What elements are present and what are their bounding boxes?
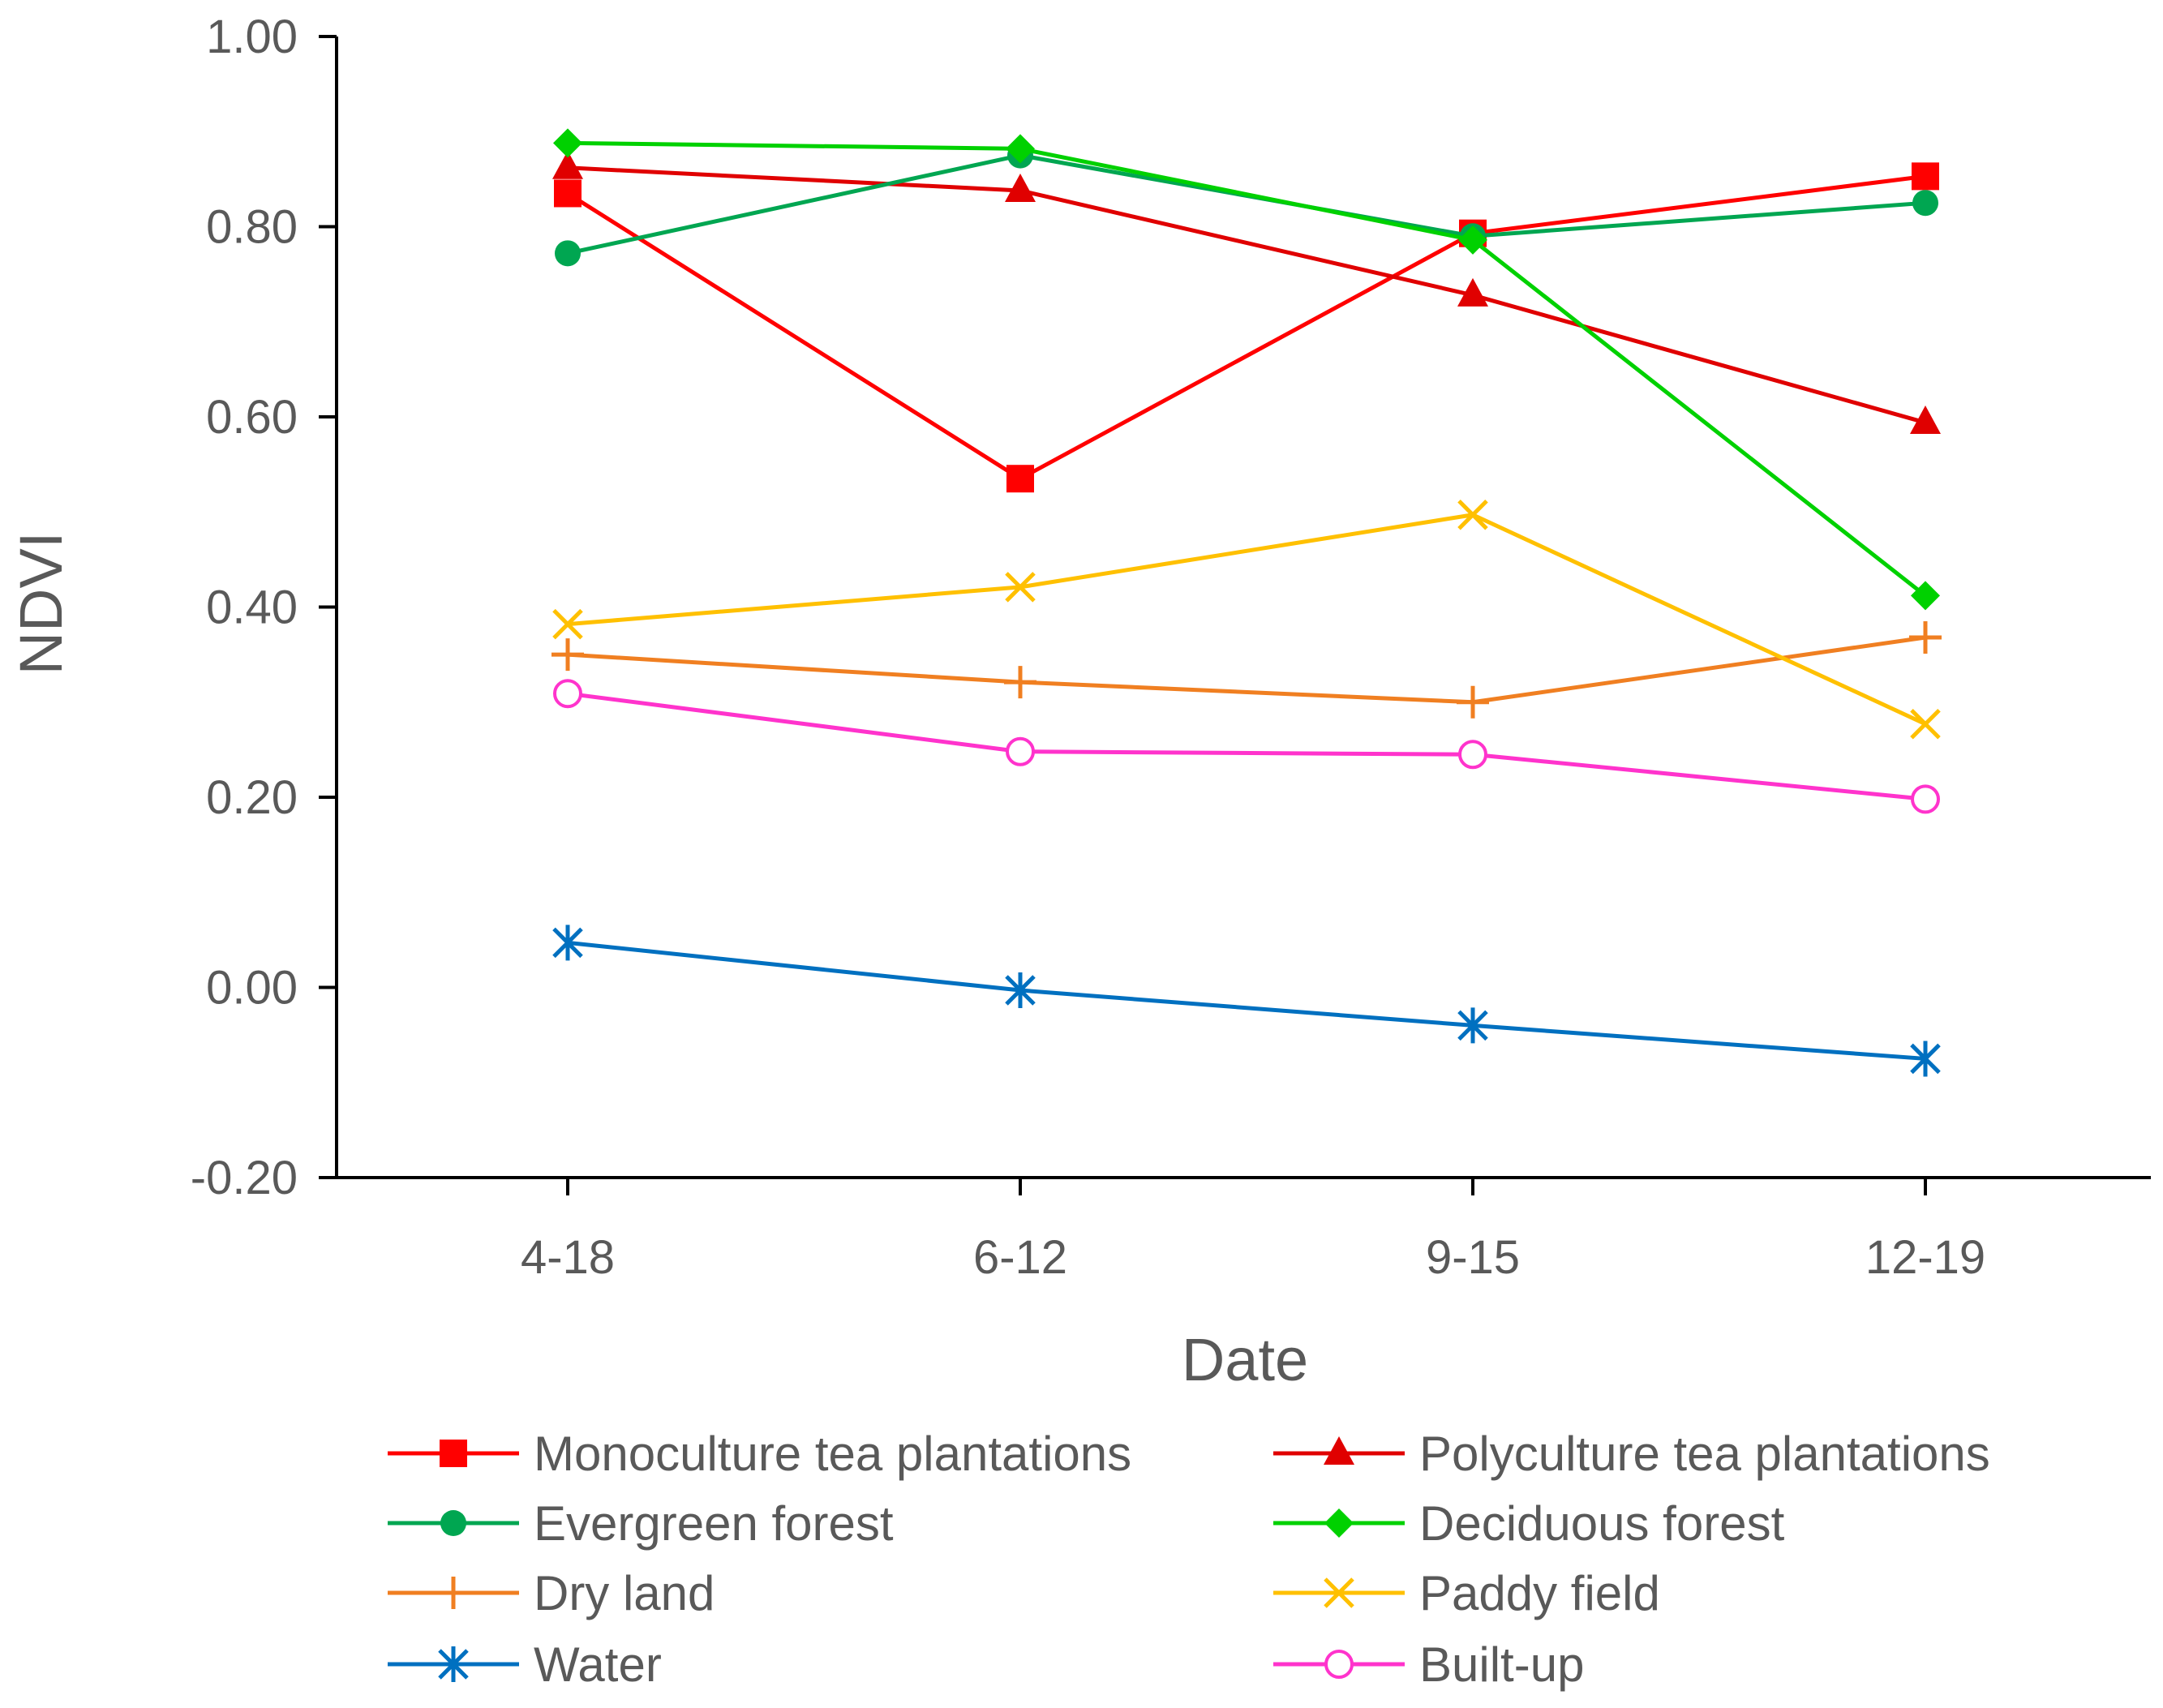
- legend-label: Evergreen forest: [534, 1496, 894, 1551]
- series-line-polyculture-tea-plantations: [567, 165, 1926, 425]
- data-point-built-up: [553, 679, 582, 709]
- series-paddy-field: [552, 500, 1941, 740]
- legend-label: Paddy field: [1419, 1566, 1660, 1620]
- series-polyculture-tea-plantations: [552, 150, 1941, 435]
- data-point-evergreen-forest: [555, 240, 581, 267]
- legend-item-paddy-field: Paddy field: [1273, 1566, 1660, 1620]
- legend-item-deciduous-forest: Deciduous forest: [1273, 1496, 1785, 1551]
- legend-label: Built-up: [1419, 1637, 1584, 1692]
- series-line-dry-land: [567, 635, 1926, 705]
- data-point-built-up: [1006, 736, 1035, 766]
- legend-label: Dry land: [534, 1566, 715, 1620]
- data-point-built-up: [1911, 784, 1940, 814]
- x-tick-label: 12-19: [1865, 1231, 1985, 1284]
- y-tick-label: 0.60: [206, 391, 298, 444]
- data-point-water: [1005, 972, 1036, 1009]
- legend-marker: [1324, 1577, 1354, 1608]
- series-group: [551, 128, 1942, 1077]
- data-point-built-up: [1458, 740, 1487, 770]
- legend-item-water: Water: [388, 1637, 662, 1692]
- legend-marker: [437, 1577, 470, 1609]
- x-tick-label: 4-18: [521, 1231, 615, 1284]
- series-monoculture-tea-plantations: [554, 162, 1939, 493]
- data-point-polyculture-tea-plantations: [1910, 406, 1941, 435]
- y-tick-label: 0.00: [206, 962, 298, 1015]
- legend: Monoculture tea plantations Polyculture t…: [388, 1427, 1990, 1692]
- x-tick-label: 6-12: [973, 1231, 1067, 1284]
- legend-marker: [440, 1440, 467, 1467]
- series-line-paddy-field: [567, 513, 1927, 726]
- series-line-built-up: [567, 691, 1926, 801]
- data-point-monoculture-tea-plantations: [1912, 162, 1939, 191]
- data-point-water: [1910, 1041, 1941, 1077]
- data-point-deciduous-forest: [1458, 225, 1487, 255]
- legend-item-built-up: Built-up: [1273, 1637, 1584, 1692]
- y-tick-label: 1.00: [206, 11, 298, 63]
- data-point-polyculture-tea-plantations: [1457, 277, 1488, 307]
- y-tick-label: 0.80: [206, 201, 298, 254]
- legend-marker: [1324, 1508, 1354, 1538]
- series-water: [552, 925, 1941, 1077]
- legend-label: Water: [534, 1637, 662, 1692]
- data-point-monoculture-tea-plantations: [1006, 465, 1034, 493]
- data-point-dry-land: [1457, 685, 1489, 719]
- legend-marker: [438, 1646, 469, 1682]
- legend-label: Monoculture tea plantations: [534, 1427, 1131, 1481]
- series-dry-land: [551, 621, 1942, 719]
- data-point-polyculture-tea-plantations: [552, 150, 583, 179]
- data-point-paddy-field: [552, 608, 583, 640]
- series-deciduous-forest: [553, 128, 1940, 611]
- legend-item-monoculture-tea-plantations: Monoculture tea plantations: [388, 1427, 1131, 1481]
- legend-item-polyculture-tea-plantations: Polyculture tea plantations: [1273, 1427, 1990, 1481]
- legend-marker: [1324, 1436, 1354, 1465]
- data-point-paddy-field: [1457, 500, 1488, 530]
- y-tick-label: 0.20: [206, 771, 298, 824]
- y-tick-label: -0.20: [191, 1152, 298, 1204]
- x-axis-title: Date: [1182, 1326, 1308, 1393]
- data-point-paddy-field: [1005, 572, 1036, 603]
- legend-marker: [1324, 1650, 1354, 1679]
- series-built-up: [553, 679, 1940, 814]
- series-line-water: [567, 940, 1926, 1061]
- series-evergreen-forest: [555, 142, 1938, 267]
- legend-item-evergreen-forest: Evergreen forest: [388, 1496, 894, 1551]
- y-tick-label: 0.40: [206, 581, 298, 634]
- series-line-evergreen-forest: [567, 153, 1926, 255]
- data-point-dry-land: [1004, 666, 1036, 699]
- series-line-deciduous-forest: [567, 140, 1927, 598]
- legend-marker: [440, 1510, 466, 1536]
- legend-label: Deciduous forest: [1419, 1496, 1785, 1551]
- series-line-monoculture-tea-plantations: [566, 174, 1926, 481]
- legend-label: Polyculture tea plantations: [1419, 1427, 1990, 1481]
- data-point-monoculture-tea-plantations: [554, 179, 582, 208]
- data-point-water: [552, 925, 583, 961]
- data-point-evergreen-forest: [1912, 190, 1938, 217]
- x-tick-label: 9-15: [1426, 1231, 1520, 1284]
- axes: -0.20 0.00 0.20 0.40 0.60 0.80 1.00 4-18 6-12 9-1…: [191, 11, 2151, 1284]
- data-point-polyculture-tea-plantations: [1005, 173, 1036, 202]
- data-point-dry-land: [1909, 621, 1942, 654]
- legend-item-dry-land: Dry land: [388, 1566, 715, 1620]
- data-point-deciduous-forest: [1911, 581, 1940, 611]
- data-point-deciduous-forest: [553, 128, 582, 158]
- y-axis-title: NDVI: [7, 532, 75, 676]
- data-point-paddy-field: [1910, 708, 1941, 740]
- data-point-deciduous-forest: [1006, 134, 1035, 164]
- data-point-dry-land: [551, 638, 584, 672]
- data-point-water: [1457, 1007, 1488, 1044]
